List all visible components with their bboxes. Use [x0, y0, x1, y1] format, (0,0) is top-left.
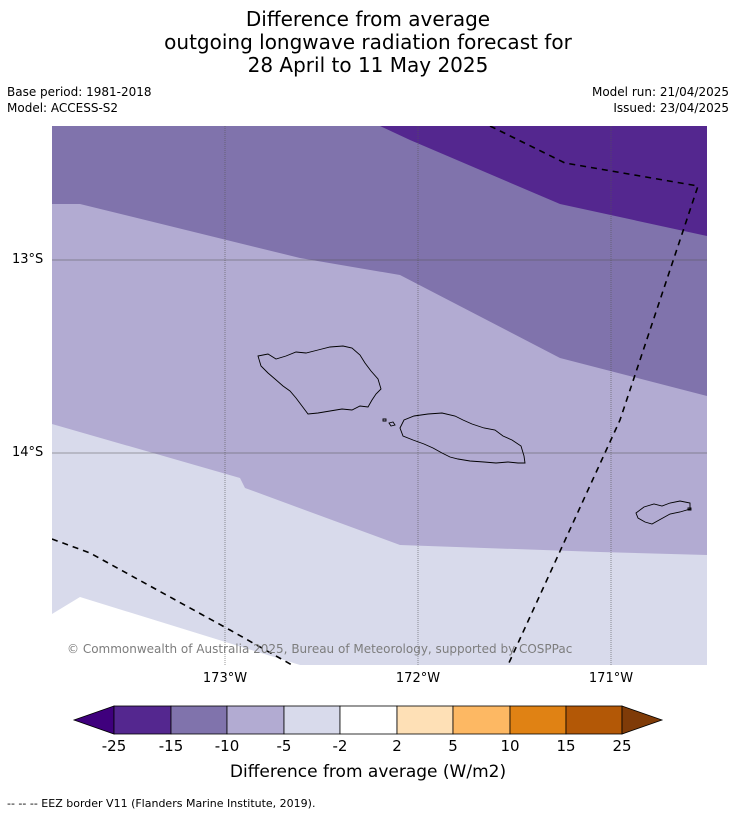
title-line-3: 28 April to 11 May 2025 — [247, 53, 489, 77]
meta-left: Base period: 1981-2018 Model: ACCESS-S2 — [7, 84, 152, 116]
colorbar-tick: 5 — [448, 737, 458, 755]
meta-right: Model run: 21/04/2025 Issued: 23/04/2025 — [592, 84, 729, 116]
chart-title: Difference from average outgoing longwav… — [0, 8, 736, 77]
band-m25-m15 — [380, 126, 707, 236]
aunuu-islet — [687, 507, 692, 511]
upolu-island — [399, 412, 526, 464]
model-name: Model: ACCESS-S2 — [7, 101, 119, 115]
eez-border — [52, 126, 700, 665]
base-period: Base period: 1981-2018 — [7, 85, 152, 99]
manono-islet — [388, 421, 396, 427]
copyright-notice: © Commonwealth of Australia 2025, Bureau… — [67, 642, 573, 656]
issued-date: Issued: 23/04/2025 — [613, 101, 729, 115]
eez-line-east — [489, 126, 700, 665]
colorbar-tick: 2 — [392, 737, 402, 755]
colorbar-tick: -5 — [276, 737, 292, 755]
map-panel — [52, 126, 707, 665]
lon-label-172w: 172°W — [395, 671, 441, 686]
eez-footnote: -- -- -- EEZ border V11 (Flanders Marine… — [7, 797, 316, 810]
colorbar-tick: -10 — [214, 737, 240, 755]
model-run: Model run: 21/04/2025 — [591, 85, 729, 99]
islands — [257, 345, 692, 525]
savaii-island — [257, 345, 382, 415]
lon-label-173w: 173°W — [202, 671, 248, 686]
lon-label-171w: 171°W — [588, 671, 634, 686]
colorbar-tick: 15 — [556, 737, 576, 755]
title-line-1: Difference from average — [245, 7, 491, 31]
colorbar-tick: 10 — [500, 737, 520, 755]
band-m2-p2 — [52, 597, 300, 665]
title-line-2: outgoing longwave radiation forecast for — [164, 30, 572, 54]
tutuila-island — [635, 500, 691, 525]
colorbar-tick: -2 — [332, 737, 348, 755]
colorbar-tick: 25 — [612, 737, 632, 755]
colorbar-tick: -15 — [158, 737, 184, 755]
colorbar-title: Difference from average (W/m2) — [229, 762, 507, 782]
apolima-islet — [382, 418, 387, 422]
eez-line-south — [52, 538, 293, 665]
lat-label-13s: 13°S — [12, 252, 44, 267]
colorbar-tick: -25 — [101, 737, 127, 755]
lat-label-14s: 14°S — [12, 445, 44, 460]
